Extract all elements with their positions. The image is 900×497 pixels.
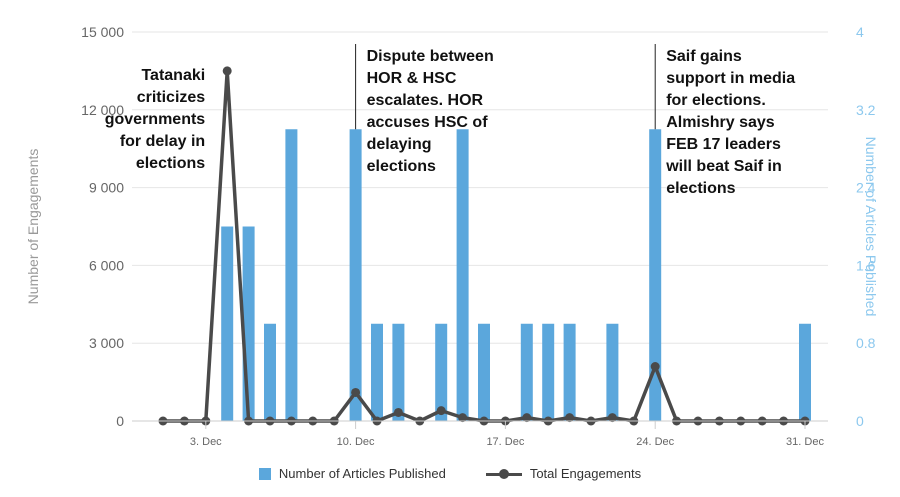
article-bar[interactable]: [542, 323, 555, 421]
legend-line-swatch: [485, 468, 522, 480]
x-tick-label: 24. Dec: [636, 436, 674, 448]
annotation-line: will beat Saif in: [665, 158, 782, 175]
y-left-tick-label: 6 000: [89, 257, 124, 273]
engagement-point[interactable]: [351, 387, 361, 397]
legend: Number of Articles Published Total Engag…: [0, 466, 900, 481]
engagement-point[interactable]: [565, 413, 575, 423]
y-right-tick-label: 3.2: [856, 102, 876, 118]
axes: 0 3 000 6 000 9 000 12 000 15 000 0 0.8 1.6 2.4 3.…: [25, 24, 879, 448]
annotation-text: Tatanaki criticizes governments for delay i…: [105, 67, 206, 172]
y-left-axis-title: Number of Engagements: [25, 149, 41, 305]
annotation-text: Saif gains support in media for elections.…: [665, 48, 795, 197]
engagement-point[interactable]: [650, 362, 660, 372]
y-right-axis-title: Number of Articles Published: [863, 137, 879, 317]
annotation-line: criticizes: [137, 89, 206, 106]
y-right-tick-label: 0: [856, 413, 864, 429]
x-tick-label: 10. Dec: [337, 436, 375, 448]
annotation-markers: [355, 44, 656, 130]
article-bar[interactable]: [606, 323, 619, 421]
y-left-tick-label: 9 000: [89, 180, 124, 196]
y-left-tick-label: 15 000: [81, 24, 124, 40]
legend-bar-swatch: [258, 467, 271, 480]
engagement-point[interactable]: [458, 413, 468, 423]
article-bar[interactable]: [392, 323, 405, 421]
engagement-point[interactable]: [607, 413, 617, 423]
x-tick-label: 31. Dec: [786, 436, 824, 448]
annotation-line: delaying: [367, 136, 432, 153]
annotation-line: for elections.: [666, 92, 766, 109]
legend-label-engagements: Total Engagements: [529, 466, 642, 481]
article-bar[interactable]: [349, 129, 362, 421]
x-tick-label: 3. Dec: [190, 436, 222, 448]
legend-item-articles[interactable]: Number of Articles Published: [258, 466, 446, 481]
annotation-labels: Tatanaki criticizes governments for delay i…: [105, 48, 795, 197]
article-bars: [221, 129, 811, 421]
annotation-line: elections: [666, 180, 735, 197]
article-bar[interactable]: [563, 323, 576, 421]
annotation-line: accuses HSC of: [367, 114, 489, 131]
article-bar[interactable]: [649, 129, 662, 421]
annotation-line: elections: [367, 158, 436, 175]
y-right-tick-label: 0.8: [856, 335, 876, 351]
engagement-point[interactable]: [522, 413, 532, 423]
annotation-text: Dispute between HOR & HSC escalates. HOR ac…: [367, 48, 494, 175]
annotation-line: governments: [105, 111, 206, 128]
article-bar[interactable]: [435, 323, 448, 421]
annotation-line: Tatanaki: [141, 67, 205, 84]
annotation-line: escalates. HOR: [367, 92, 484, 109]
annotation-line: Almishry says: [666, 114, 775, 131]
article-bar[interactable]: [456, 129, 469, 421]
annotation-line: HOR & HSC: [367, 70, 457, 87]
legend-label-articles: Number of Articles Published: [278, 466, 446, 481]
y-left-tick-label: 0: [116, 413, 124, 429]
y-right-tick-label: 2.4: [856, 180, 876, 196]
article-bar[interactable]: [285, 129, 298, 421]
y-right-tick-label: 4: [856, 24, 864, 40]
annotation-line: Saif gains: [666, 48, 742, 65]
article-bar[interactable]: [478, 323, 490, 421]
legend-item-engagements[interactable]: Total Engagements: [485, 466, 642, 481]
y-right-tick-label: 1.6: [856, 257, 876, 273]
engagement-point[interactable]: [222, 66, 232, 76]
annotation-line: elections: [136, 155, 205, 172]
engagement-point[interactable]: [436, 406, 446, 416]
annotation-line: FEB 17 leaders: [666, 136, 781, 153]
annotation-line: support in media: [666, 70, 795, 87]
y-left-tick-label: 3 000: [89, 335, 124, 351]
x-tick-label: 17. Dec: [486, 436, 524, 448]
article-bar[interactable]: [799, 323, 811, 421]
article-bar[interactable]: [520, 323, 533, 421]
article-bar[interactable]: [371, 323, 383, 421]
article-bar[interactable]: [221, 226, 234, 422]
annotation-line: Dispute between: [367, 48, 494, 65]
article-bar[interactable]: [264, 323, 276, 421]
y-left-tick-label: 12 000: [81, 102, 124, 118]
engagement-point[interactable]: [393, 407, 403, 417]
engagement-chart: 0 3 000 6 000 9 000 12 000 15 000 0 0.8 1.6 2.4 3.…: [25, 24, 879, 448]
annotation-line: for delay in: [120, 133, 205, 150]
